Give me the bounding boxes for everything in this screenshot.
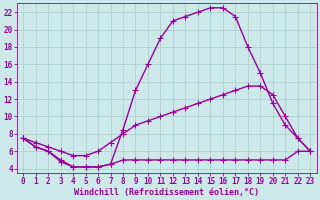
X-axis label: Windchill (Refroidissement éolien,°C): Windchill (Refroidissement éolien,°C) bbox=[74, 188, 259, 197]
